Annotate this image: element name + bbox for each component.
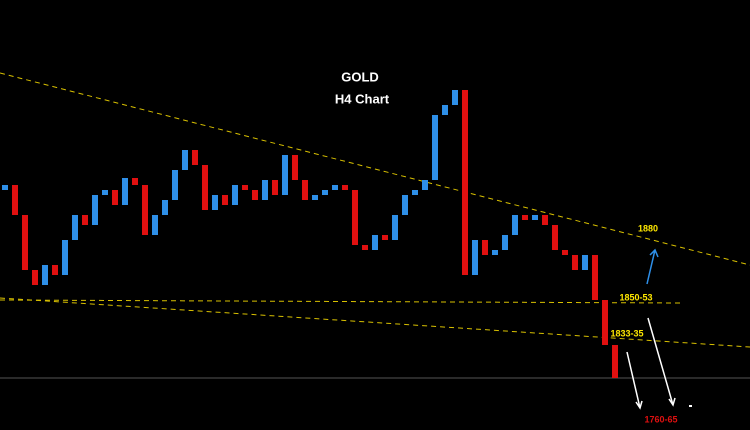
candle-body (202, 165, 208, 210)
candle-body (492, 250, 498, 255)
candle-body (122, 178, 128, 205)
arrow-down (647, 317, 676, 407)
candle-body (562, 250, 568, 255)
candle-body (352, 190, 358, 245)
candle-body (432, 115, 438, 180)
candle-body (282, 155, 288, 195)
candle-body (222, 195, 228, 205)
candle-body (382, 235, 388, 240)
level-label: 1760-65 (644, 414, 677, 424)
candle-body (332, 185, 338, 190)
candle-body (182, 150, 188, 170)
candle-body (402, 195, 408, 215)
candle-body (132, 178, 138, 185)
candle-body (22, 215, 28, 270)
candle-body (112, 190, 118, 205)
candle-body (312, 195, 318, 200)
arrow-down (626, 351, 643, 410)
candle-body (152, 215, 158, 235)
candle-body (372, 235, 378, 250)
arrow-up (646, 248, 659, 285)
candle-body (242, 185, 248, 190)
candle-body (472, 240, 478, 275)
candle-body (482, 240, 488, 255)
candle-body (362, 245, 368, 250)
candle-body (422, 180, 428, 190)
trendline (0, 72, 750, 266)
candle-body (462, 90, 468, 275)
candle-body (502, 235, 508, 250)
candle-body (272, 180, 278, 195)
candle-body (522, 215, 528, 220)
support-line (0, 299, 681, 304)
candle-body (262, 180, 268, 200)
candle-body (72, 215, 78, 240)
candle-body (602, 300, 608, 345)
candle-body (52, 265, 58, 275)
candle-body (42, 265, 48, 285)
candle-body (342, 185, 348, 190)
candle-body (302, 180, 308, 200)
level-label: 1880 (638, 223, 658, 233)
candle-body (162, 200, 168, 215)
candle-body (172, 170, 178, 200)
candle-body (292, 155, 298, 180)
candle-body (552, 225, 558, 250)
level-label: 1850-53 (619, 292, 652, 302)
chart-subtitle: H4 Chart (335, 91, 390, 106)
arrows (626, 248, 676, 410)
candle-body (142, 185, 148, 235)
candle-body (82, 215, 88, 225)
candle-body (582, 255, 588, 270)
candle-body (442, 105, 448, 115)
candle-body (532, 215, 538, 220)
candles (2, 90, 618, 378)
level-label: 1833-35 (610, 328, 643, 338)
candle-body (12, 185, 18, 215)
support-line (0, 297, 750, 348)
candle-body (232, 185, 238, 205)
candle-body (62, 240, 68, 275)
candle-body (452, 90, 458, 105)
dot (689, 405, 692, 407)
candle-body (322, 190, 328, 195)
candle-body (252, 190, 258, 200)
candle-body (2, 185, 8, 190)
chart-title: GOLD (341, 69, 379, 84)
candle-body (542, 215, 548, 225)
candle-body (212, 195, 218, 210)
candle-body (572, 255, 578, 270)
candle-body (392, 215, 398, 240)
candle-body (612, 345, 618, 378)
candle-body (592, 255, 598, 300)
candle-body (512, 215, 518, 235)
candle-body (102, 190, 108, 195)
candle-body (92, 195, 98, 225)
candle-body (412, 190, 418, 195)
candle-body (32, 270, 38, 285)
candle-body (192, 150, 198, 165)
